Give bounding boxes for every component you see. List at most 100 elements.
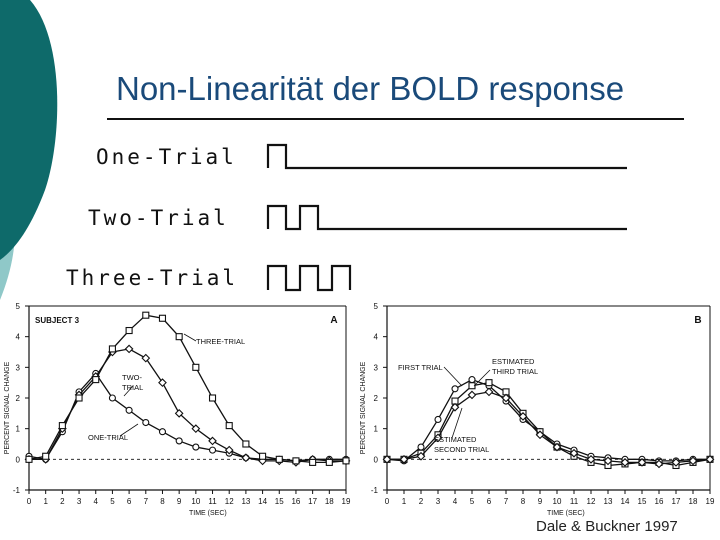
data-point: [434, 415, 442, 424]
data-point: [433, 433, 443, 443]
x-tick-label: 12: [587, 497, 596, 506]
data-point: [342, 457, 350, 465]
one-trial-waveform: [266, 143, 627, 170]
annotation-leader: [473, 369, 491, 387]
x-tick-label: 14: [621, 497, 630, 506]
y-tick-label: -1: [13, 486, 21, 495]
x-tick-label: 13: [604, 497, 613, 506]
three-trial-waveform: [266, 264, 352, 292]
two-trial-label: Two-Trial: [88, 206, 229, 230]
y-tick-label: 0: [374, 455, 379, 464]
title-divider: [107, 118, 684, 120]
x-tick-label: 15: [275, 497, 284, 506]
two-trial-waveform: [266, 204, 627, 231]
data-point: [637, 458, 647, 467]
x-tick-label: 3: [436, 497, 441, 506]
data-point: [654, 459, 664, 469]
y-tick-label: 2: [374, 394, 379, 403]
data-point: [108, 394, 116, 402]
x-tick-label: 18: [325, 497, 334, 506]
data-point: [325, 458, 333, 466]
data-point: [191, 424, 201, 434]
chart-panel-a: 0 1 2 3 4 5 6 7 8 9 10 11 12 13 14 15 16 17 18 19-1012345TI…: [4, 302, 351, 517]
y-tick-label: 2: [16, 394, 21, 403]
data-point: [208, 394, 217, 402]
x-tick-label: 10: [553, 497, 562, 506]
annotation-leader: [443, 366, 463, 387]
data-point: [399, 454, 409, 464]
x-tick-label: 4: [94, 497, 99, 506]
data-point: [141, 353, 151, 363]
x-tick-label: 9: [538, 497, 543, 506]
data-point: [225, 422, 233, 430]
x-tick-label: 15: [638, 497, 647, 506]
x-tick-label: 1: [43, 497, 48, 506]
data-point: [485, 379, 493, 387]
data-point: [535, 430, 545, 440]
y-tick-label: 3: [16, 363, 21, 372]
series-annotation: SECOND TRIAL: [434, 445, 489, 454]
data-point: [241, 453, 251, 463]
x-tick-label: 7: [144, 497, 149, 506]
annotation-leader: [123, 385, 134, 397]
data-point: [259, 452, 267, 460]
series-line: [29, 348, 346, 464]
data-point: [586, 454, 596, 464]
data-point: [208, 436, 217, 446]
series-annotation: TWO-: [122, 373, 142, 382]
decorative-shapes: [0, 0, 58, 300]
y-tick-label: 5: [16, 302, 21, 311]
one-trial-label: One-Trial: [96, 145, 237, 169]
data-point: [292, 457, 300, 465]
x-tick-label: 12: [225, 497, 234, 506]
data-point: [309, 458, 317, 466]
x-tick-label: 10: [191, 497, 200, 506]
data-point: [174, 408, 184, 418]
series-line: [28, 372, 346, 462]
data-point: [569, 448, 579, 458]
data-point: [192, 443, 200, 451]
data-point: [450, 402, 460, 412]
data-point: [467, 390, 477, 400]
data-point: [92, 376, 100, 384]
x-tick-label: 5: [110, 497, 115, 506]
y-tick-label: -1: [371, 486, 379, 495]
data-point: [451, 385, 459, 393]
data-point: [501, 393, 511, 403]
annotation-leader: [183, 333, 197, 342]
series-annotation: THIRD TRIAL: [492, 367, 538, 376]
x-tick-label: 6: [127, 497, 132, 506]
x-tick-label: 11: [570, 497, 579, 506]
data-point: [192, 363, 200, 371]
x-tick-label: 18: [689, 497, 698, 506]
data-point: [416, 451, 426, 461]
x-tick-label: 19: [342, 497, 351, 506]
series-annotation: THREE-TRIAL: [196, 337, 245, 346]
series-annotation: FIRST TRIAL: [398, 363, 443, 372]
data-point: [124, 344, 134, 354]
x-axis-label: TIME (SEC): [547, 510, 585, 517]
y-tick-label: 4: [16, 333, 21, 342]
x-tick-label: 19: [706, 497, 715, 506]
x-tick-label: 1: [402, 497, 407, 506]
panel-letter: A: [330, 315, 337, 326]
annotation-leader: [119, 423, 139, 437]
x-axis-label: TIME (SEC): [189, 510, 227, 517]
chart-panel-b: 0 1 2 3 4 5 6 7 8 9 10 11 12 13 14 15 16 17 18 19-1012345TI…: [360, 302, 715, 517]
data-point: [175, 333, 183, 341]
panel-letter: B: [694, 315, 701, 326]
x-tick-label: 5: [470, 497, 475, 506]
data-point: [603, 456, 613, 466]
x-tick-label: 7: [504, 497, 509, 506]
data-point: [620, 458, 630, 467]
slide-title: Non-Linearität der BOLD response: [116, 70, 625, 107]
x-tick-label: 4: [453, 497, 458, 506]
data-point: [58, 422, 66, 430]
y-tick-label: 4: [374, 333, 379, 342]
citation: Dale & Buckner 1997: [536, 518, 678, 535]
data-point: [417, 443, 425, 451]
data-point: [705, 454, 715, 464]
data-point: [125, 406, 133, 414]
x-tick-label: 9: [177, 497, 182, 506]
data-point: [518, 412, 528, 421]
